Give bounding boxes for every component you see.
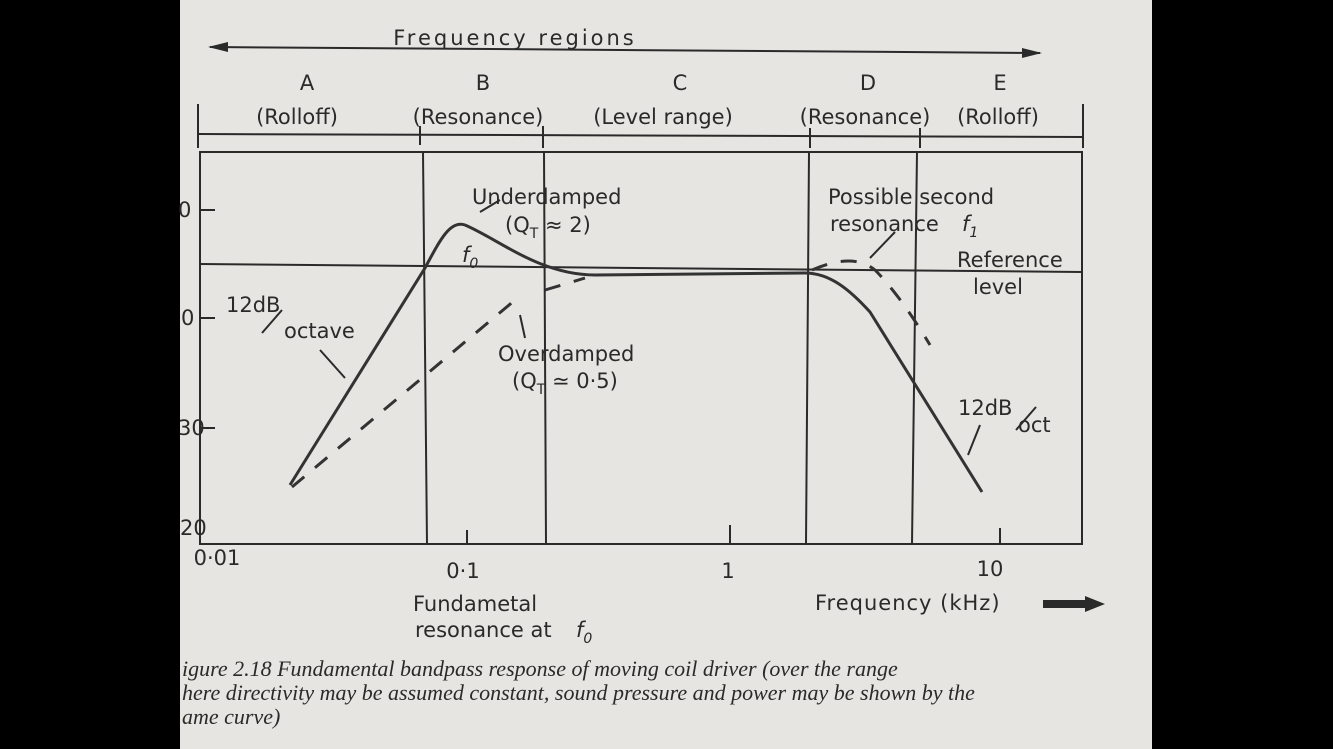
annotation: f1 xyxy=(962,212,978,241)
region-letter: E xyxy=(993,71,1006,95)
x-tick-label: 0·1 xyxy=(446,559,479,583)
text-part: (Q xyxy=(512,369,537,393)
text-part: 0 xyxy=(469,256,478,272)
region-label: (Level range) xyxy=(593,105,733,129)
annotation: 12dB xyxy=(958,396,1012,420)
annotation: Underdamped xyxy=(472,185,621,209)
pointer-arrows xyxy=(261,199,1037,456)
y-tick-label: 30 xyxy=(178,416,205,440)
region-letter: C xyxy=(673,71,688,95)
annotation: (QT ≃ 0·5) xyxy=(512,369,618,398)
caption: ame curve) xyxy=(182,704,280,729)
region-dividers xyxy=(199,151,1083,545)
annotation: level xyxy=(973,275,1023,299)
y-tick-label: 20 xyxy=(180,516,207,540)
region-label: (Rolloff) xyxy=(256,105,338,129)
x-tick-label: 0·01 xyxy=(194,546,241,570)
x-tick-label: 1 xyxy=(721,559,734,583)
annotation: octave xyxy=(284,319,355,343)
dimension-ticks xyxy=(197,104,1084,148)
plot-frame xyxy=(199,151,1083,545)
annotation: (QT ≈ 2) xyxy=(505,213,591,242)
caption: igure 2.18 Fundamental bandpass response… xyxy=(182,656,898,681)
region-label: (Resonance) xyxy=(413,105,544,129)
arrowhead xyxy=(208,42,228,52)
text-part: T xyxy=(529,226,539,242)
figure xyxy=(197,42,1084,545)
text-part: f xyxy=(576,618,587,642)
axis-note: Fundametal xyxy=(413,592,537,616)
region-letter: A xyxy=(300,71,315,95)
region-letter: B xyxy=(476,71,490,95)
caption: here directivity may be assumed constant… xyxy=(182,680,975,705)
title: Frequency regions xyxy=(393,26,637,50)
axis-ticks xyxy=(200,209,1001,544)
annotation: 12dB xyxy=(226,293,280,317)
annotation: Reference xyxy=(957,248,1063,272)
region-arrow xyxy=(209,46,1041,54)
dimension-line xyxy=(197,133,1084,138)
text-part: (Q xyxy=(505,213,530,237)
y-tick-label: 0 xyxy=(181,306,194,330)
region-letter: D xyxy=(860,71,876,95)
x-tick-label: 10 xyxy=(977,557,1004,581)
axis-note: f0 xyxy=(576,618,592,647)
text-part: f xyxy=(462,243,473,267)
text-part: ≈ 2) xyxy=(538,213,591,237)
region-label: (Rolloff) xyxy=(957,105,1039,129)
overdamped-curve xyxy=(291,259,932,489)
annotation: Possible second xyxy=(828,185,994,209)
axis-label: Frequency (kHz) xyxy=(815,591,1001,615)
annotation: oct xyxy=(1018,413,1051,437)
underdamped-curve xyxy=(288,222,984,493)
text-part: T xyxy=(536,382,546,398)
text-part: ≃ 0·5) xyxy=(545,369,618,393)
axis-note: resonance at xyxy=(415,618,552,642)
arrowhead xyxy=(1022,48,1042,58)
text-part: f xyxy=(962,212,973,236)
annotation: f0 xyxy=(462,243,478,272)
y-tick-label: 0 xyxy=(178,198,191,222)
region-label: (Resonance) xyxy=(800,105,931,129)
text-part: 1 xyxy=(969,225,978,241)
arrow xyxy=(1043,596,1105,612)
text-part: 0 xyxy=(583,631,592,647)
annotation: Overdamped xyxy=(498,342,634,366)
annotation: resonance xyxy=(830,212,939,236)
